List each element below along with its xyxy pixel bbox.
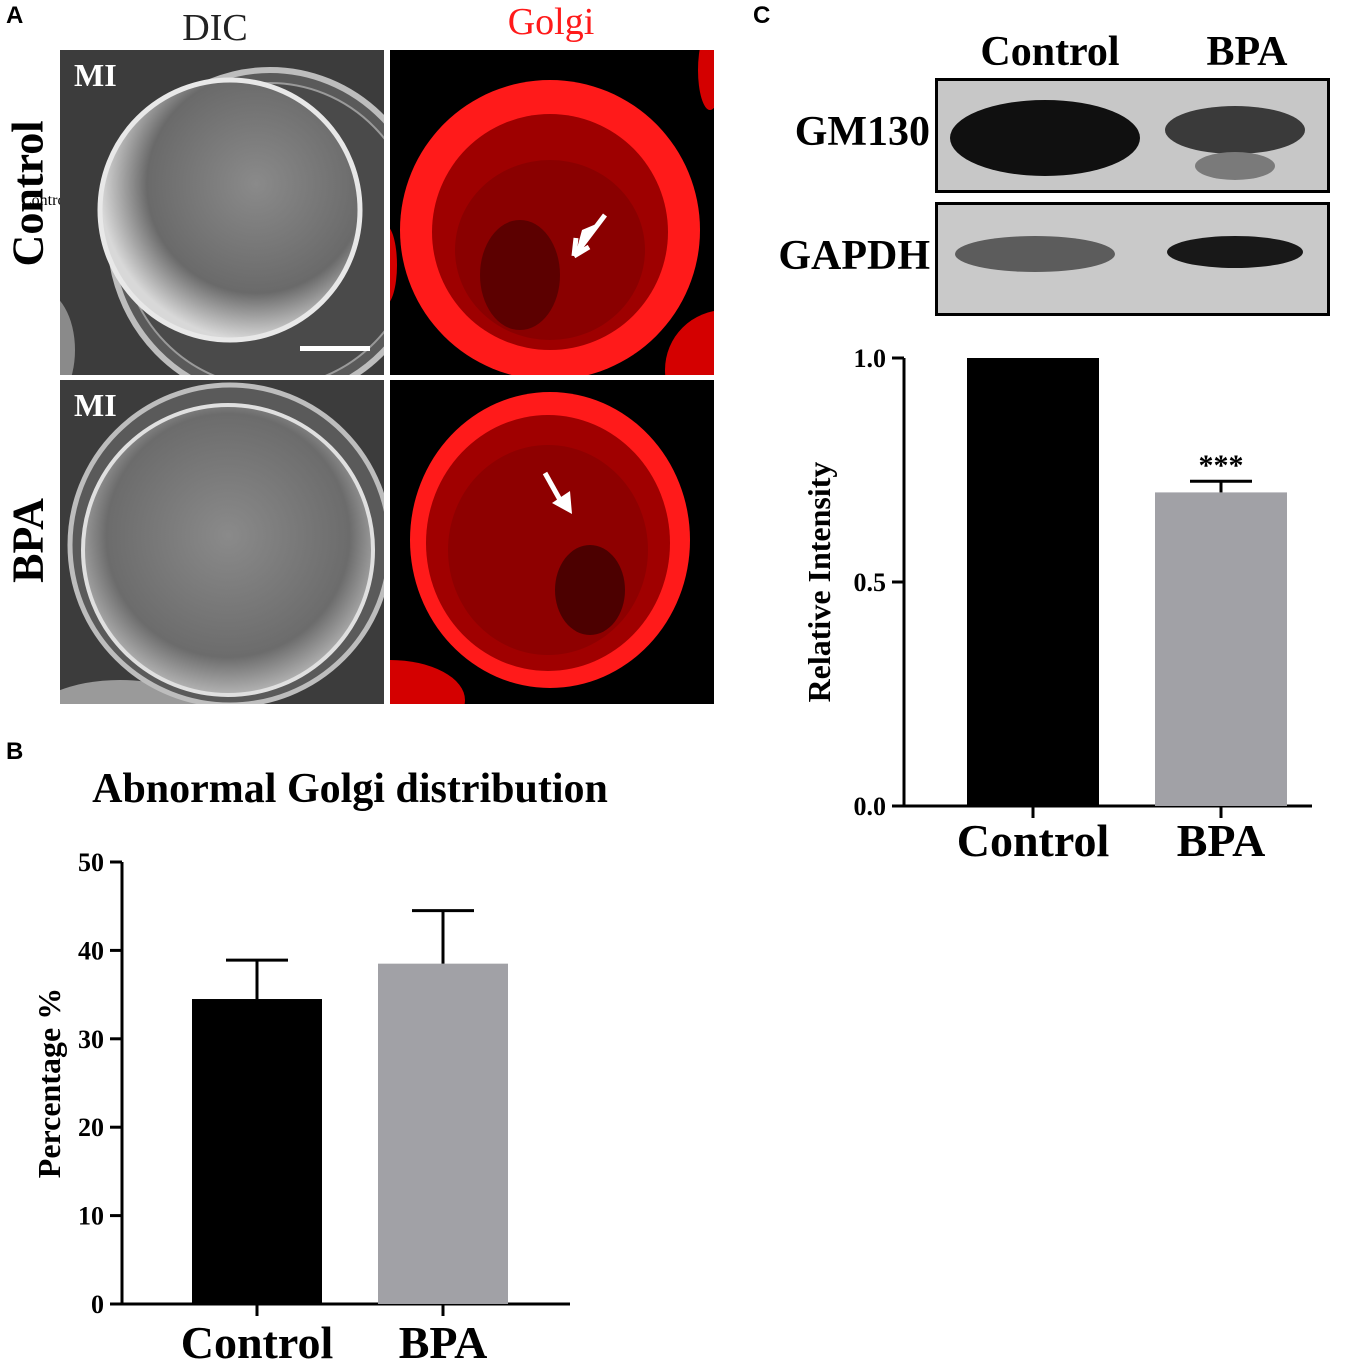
chart-b-bar-control bbox=[192, 999, 322, 1304]
blot-row-gapdh: GAPDH bbox=[778, 233, 930, 279]
column-header-dic: DIC bbox=[182, 7, 248, 49]
gm130-band-bpa bbox=[1165, 106, 1305, 154]
gapdh-band-control bbox=[955, 236, 1115, 272]
chart-b-title: Abnormal Golgi distribution bbox=[92, 766, 608, 812]
dic-image-bpa: MI bbox=[60, 380, 384, 704]
panel-label-a: A bbox=[6, 2, 24, 29]
dic-image-control: MI bbox=[60, 50, 384, 375]
chart-b-y-tick-label: 10 bbox=[78, 1202, 104, 1231]
row-label-control-text: Control bbox=[3, 120, 53, 267]
stage-label-bpa: MI bbox=[74, 387, 117, 423]
chart-b-x-tick-label-control: Control bbox=[181, 1317, 334, 1362]
chart-c-y-axis-label: Relative Intensity bbox=[801, 462, 837, 703]
gm130-band-control bbox=[950, 100, 1140, 176]
chart-c-bar-control bbox=[967, 358, 1099, 806]
gapdh-band-bpa bbox=[1167, 236, 1303, 268]
western-blot-gapdh bbox=[935, 202, 1330, 316]
chart-b-bar-bpa bbox=[378, 963, 508, 1304]
chart-b-x-tick-label-bpa: BPA bbox=[399, 1317, 488, 1362]
row-label-bpa-text: BPA bbox=[3, 498, 53, 583]
golgi-image-control bbox=[390, 50, 714, 375]
column-header-golgi: Golgi bbox=[507, 1, 595, 43]
stage-label-control: MI bbox=[74, 57, 117, 93]
panel-label-c: C bbox=[753, 2, 771, 29]
chart-c-x-tick-label-bpa: BPA bbox=[1177, 815, 1266, 866]
blot-lane-control: Control bbox=[980, 29, 1120, 75]
panel-label-b: B bbox=[6, 738, 24, 765]
chart-b-y-tick-label: 40 bbox=[78, 936, 104, 965]
western-blot-gm130 bbox=[935, 78, 1330, 193]
chart-c-y-tick-label: 0.5 bbox=[854, 568, 887, 597]
blot-row-gm130: GM130 bbox=[794, 109, 930, 155]
chart-c-x-tick-label-control: Control bbox=[957, 815, 1110, 866]
chart-b-y-tick-label: 30 bbox=[78, 1025, 104, 1054]
chart-b-y-tick-label: 50 bbox=[78, 848, 104, 877]
chart-c: 0.0 0.5 1.0 Relative Intensity Control *** BPA bbox=[801, 344, 1312, 866]
blot-lane-bpa: BPA bbox=[1206, 29, 1288, 75]
chart-b: Abnormal Golgi distribution 0 10 20 30 40 50 P… bbox=[31, 766, 608, 1362]
chart-c-y-tick-label: 1.0 bbox=[854, 344, 887, 373]
chart-b-y-axis-label: Percentage % bbox=[31, 988, 67, 1178]
chart-c-bar-bpa bbox=[1155, 492, 1287, 806]
chart-c-y-tick-label: 0.0 bbox=[854, 792, 887, 821]
golgi-image-bpa bbox=[390, 380, 714, 704]
chart-c-significance-bpa: *** bbox=[1199, 449, 1244, 482]
chart-b-y-tick-label: 0 bbox=[91, 1290, 104, 1319]
chart-b-y-tick-label: 20 bbox=[78, 1113, 104, 1142]
